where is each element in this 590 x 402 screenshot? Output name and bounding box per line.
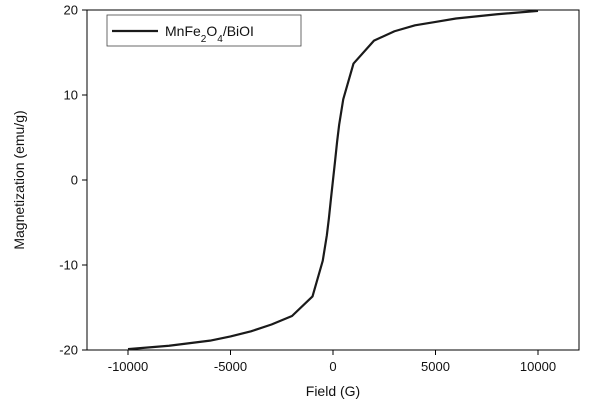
x-axis-ticks: -10000 -5000 0 5000 10000 xyxy=(108,350,556,374)
y-tick-label: -20 xyxy=(59,343,78,358)
x-tick-label: 5000 xyxy=(421,359,450,374)
y-tick-label: -10 xyxy=(59,258,78,273)
x-axis-title: Field (G) xyxy=(306,383,360,399)
legend-label-tail: /BiOI xyxy=(223,23,254,39)
x-tick-label: 0 xyxy=(329,359,336,374)
y-tick-label: 0 xyxy=(71,173,78,188)
legend-label-sub2: 4 xyxy=(217,34,223,45)
legend: MnFe2O4/BiOI xyxy=(106,14,302,47)
y-axis-ticks: -20 -10 0 10 20 xyxy=(59,3,87,358)
legend-label-sub1: 2 xyxy=(201,34,207,45)
legend-label: MnFe2O4/BiOI xyxy=(165,23,254,45)
legend-label-mid: O xyxy=(206,23,217,39)
y-tick-label: 10 xyxy=(64,88,78,103)
y-axis-title: Magnetization (emu/g) xyxy=(11,110,27,249)
x-tick-label: -5000 xyxy=(214,359,247,374)
x-tick-label: -10000 xyxy=(108,359,148,374)
legend-label-base: MnFe xyxy=(165,23,201,39)
x-tick-label: 10000 xyxy=(520,359,556,374)
series-layer xyxy=(127,9,539,351)
y-tick-label: 20 xyxy=(64,3,78,18)
series-line-mnfe2o4-bioi xyxy=(127,9,539,351)
